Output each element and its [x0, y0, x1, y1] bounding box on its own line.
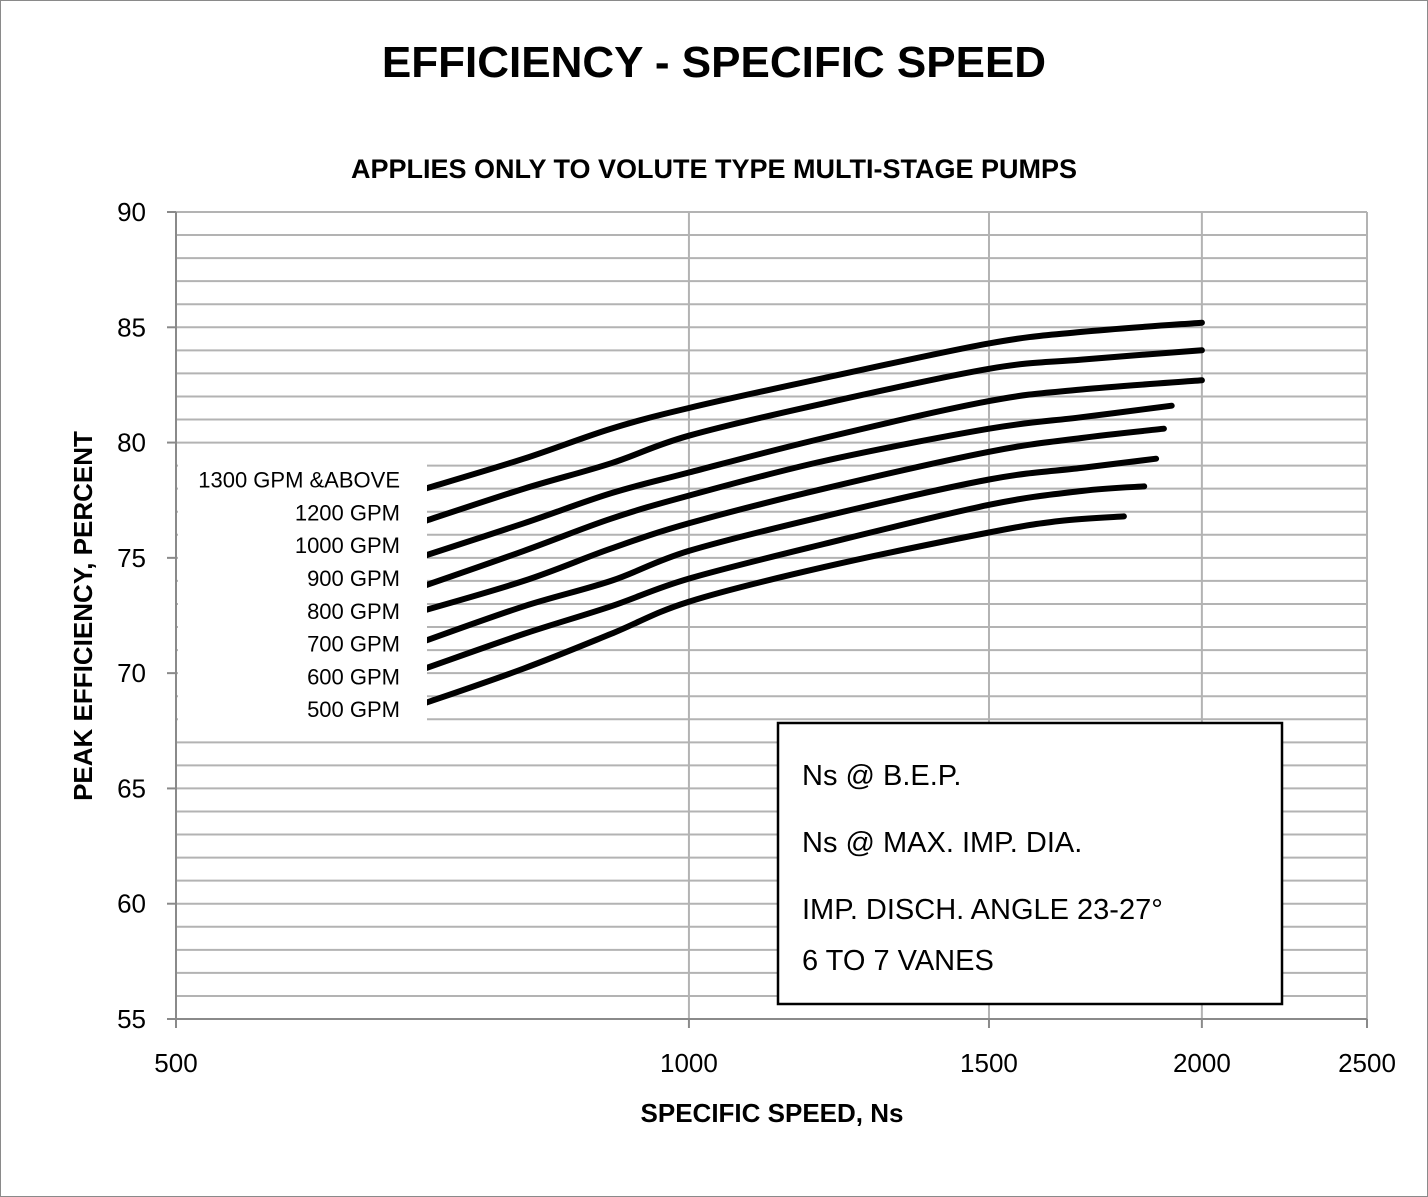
series-lines: [411, 319, 1205, 707]
x-tick-label: 1000: [660, 1048, 718, 1078]
y-tick-label: 75: [117, 543, 146, 573]
series-label-0: 1300 GPM &ABOVE: [198, 468, 400, 493]
x-tick-label: 2000: [1173, 1048, 1231, 1078]
annotation-box: Ns @ B.E.P. Ns @ MAX. IMP. DIA. IMP. DIS…: [776, 721, 1284, 1006]
annotation-line-1: Ns @ B.E.P.: [802, 760, 961, 792]
annotation-line-2: Ns @ MAX. IMP. DIA.: [802, 827, 1082, 859]
y-tick-label: 90: [117, 197, 146, 227]
series-line-4: [411, 425, 1167, 617]
series-line-3: [422, 402, 1175, 589]
x-tick-label: 2500: [1338, 1048, 1396, 1078]
y-tick-label: 55: [117, 1004, 146, 1034]
axes: [167, 211, 1368, 1028]
y-tick-label: 60: [117, 889, 146, 919]
y-tick-label: 65: [117, 773, 146, 803]
series-line-7: [422, 513, 1127, 707]
chart-subtitle: APPLIES ONLY TO VOLUTE TYPE MULTI-STAGE …: [351, 154, 1077, 184]
series-label-3: 900 GPM: [307, 566, 400, 591]
y-axis-label: PEAK EFFICIENCY, PERCENT: [68, 431, 98, 801]
chart-title: EFFICIENCY - SPECIFIC SPEED: [382, 38, 1046, 87]
series-labels: 1300 GPM &ABOVE 1200 GPM 1000 GPM 900 GPM 80…: [178, 462, 427, 722]
x-tick-label: 1500: [960, 1048, 1018, 1078]
annotation-box-border: [776, 721, 1284, 1006]
y-tick-label: 70: [117, 658, 146, 688]
series-line-2: [422, 377, 1205, 559]
annotation-line-4: 6 TO 7 VANES: [802, 945, 994, 977]
tick-labels: 55 60 65 70 75 80 85 90 500 1000 1500 2000 2500: [117, 197, 1396, 1078]
x-tick-label: 500: [154, 1048, 197, 1078]
series-line-1: [422, 347, 1205, 524]
series-label-panel: [178, 462, 427, 722]
series-line-6: [422, 483, 1148, 672]
x-axis-label: SPECIFIC SPEED, Ns: [641, 1098, 904, 1128]
series-label-5: 700 GPM: [307, 632, 400, 657]
annotation-line-3: IMP. DISCH. ANGLE 23-27°: [802, 894, 1163, 926]
series-label-7: 500 GPM: [307, 697, 400, 722]
series-label-6: 600 GPM: [307, 664, 400, 689]
series-label-1: 1200 GPM: [295, 501, 400, 526]
y-tick-label: 80: [117, 428, 146, 458]
series-label-4: 800 GPM: [307, 599, 400, 624]
series-line-5: [422, 455, 1160, 644]
y-tick-label: 85: [117, 312, 146, 342]
series-label-2: 1000 GPM: [295, 533, 400, 558]
series-line-0: [422, 319, 1205, 492]
